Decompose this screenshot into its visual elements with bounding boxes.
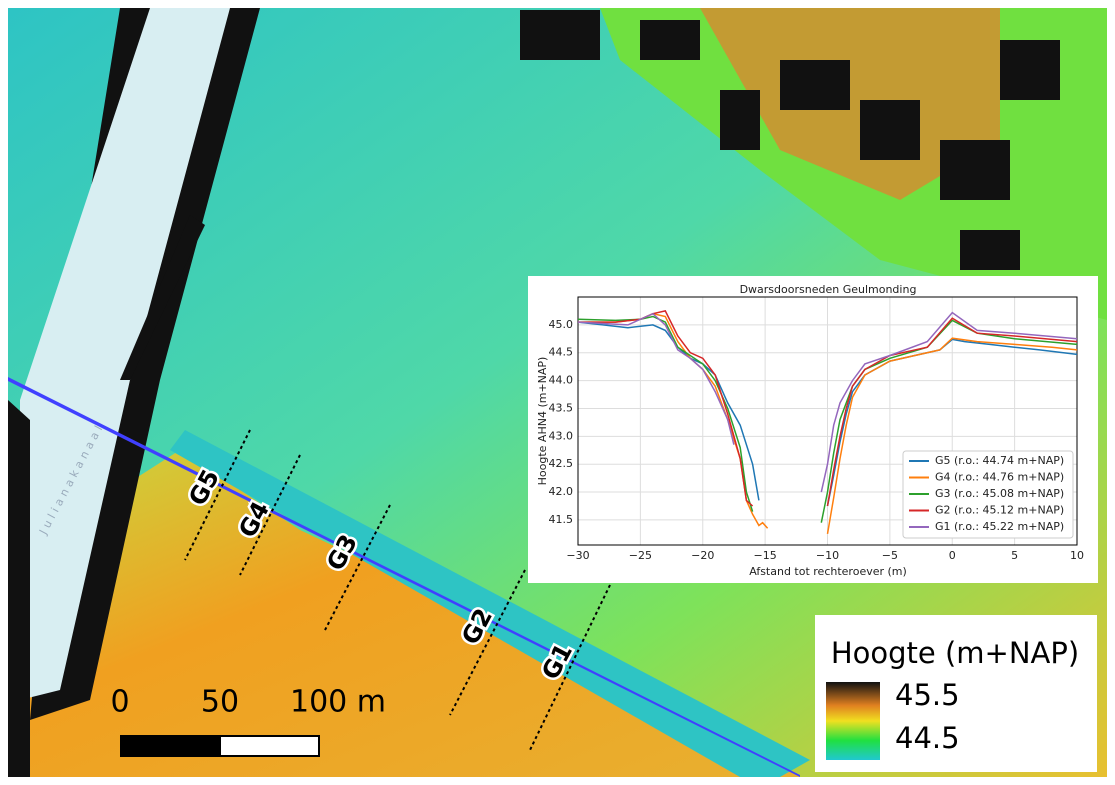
y-tick-label: 41.5 <box>549 513 574 526</box>
x-tick-label: 0 <box>949 549 956 562</box>
color-ramp <box>826 682 880 760</box>
y-tick-label: 44.5 <box>549 346 574 359</box>
y-tick-label: 43.5 <box>549 401 574 414</box>
legend-title: Hoogte (m+NAP) <box>831 636 1079 670</box>
x-axis-label: Afstand tot rechteroever (m) <box>749 565 907 578</box>
y-tick-label: 44.0 <box>549 374 574 387</box>
y-tick-label: 43.0 <box>549 429 574 442</box>
x-tick-label: 5 <box>1011 549 1018 562</box>
x-tick-label: −5 <box>882 549 898 562</box>
x-tick-label: −25 <box>629 549 652 562</box>
scale-label: 50 <box>201 685 239 720</box>
x-tick-label: −10 <box>816 549 839 562</box>
legend-label: G5 (r.o.: 44.74 m+NAP) <box>935 454 1064 467</box>
scale-label: 0 <box>110 685 129 720</box>
scale-bar <box>220 736 319 756</box>
scale-label: 100 m <box>290 685 386 720</box>
y-tick-label: 45.0 <box>549 318 574 331</box>
x-tick-label: 10 <box>1070 549 1084 562</box>
map: G5 G4 G3 G2 G1 Julianakanaal 0 50 100 m … <box>0 0 1115 785</box>
x-tick-label: −30 <box>566 549 589 562</box>
chart-title: Dwarsdoorsneden Geulmonding <box>740 283 917 296</box>
bank <box>8 400 30 777</box>
legend-label: G1 (r.o.: 45.22 m+NAP) <box>935 520 1064 533</box>
legend-label: 44.5 <box>895 721 960 755</box>
y-axis-label: Hoogte AHN4 (m+NAP) <box>536 357 549 486</box>
y-tick-label: 42.0 <box>549 485 574 498</box>
legend-label: 45.5 <box>895 678 960 712</box>
scale-bar <box>120 735 220 757</box>
legend-label: G3 (r.o.: 45.08 m+NAP) <box>935 487 1064 500</box>
x-tick-label: −20 <box>691 549 714 562</box>
legend-label: G2 (r.o.: 45.12 m+NAP) <box>935 504 1064 517</box>
y-tick-label: 42.5 <box>549 457 574 470</box>
x-tick-label: −15 <box>754 549 777 562</box>
page: G5 G4 G3 G2 G1 Julianakanaal 0 50 100 m … <box>0 0 1115 785</box>
legend-label: G4 (r.o.: 44.76 m+NAP) <box>935 471 1064 484</box>
